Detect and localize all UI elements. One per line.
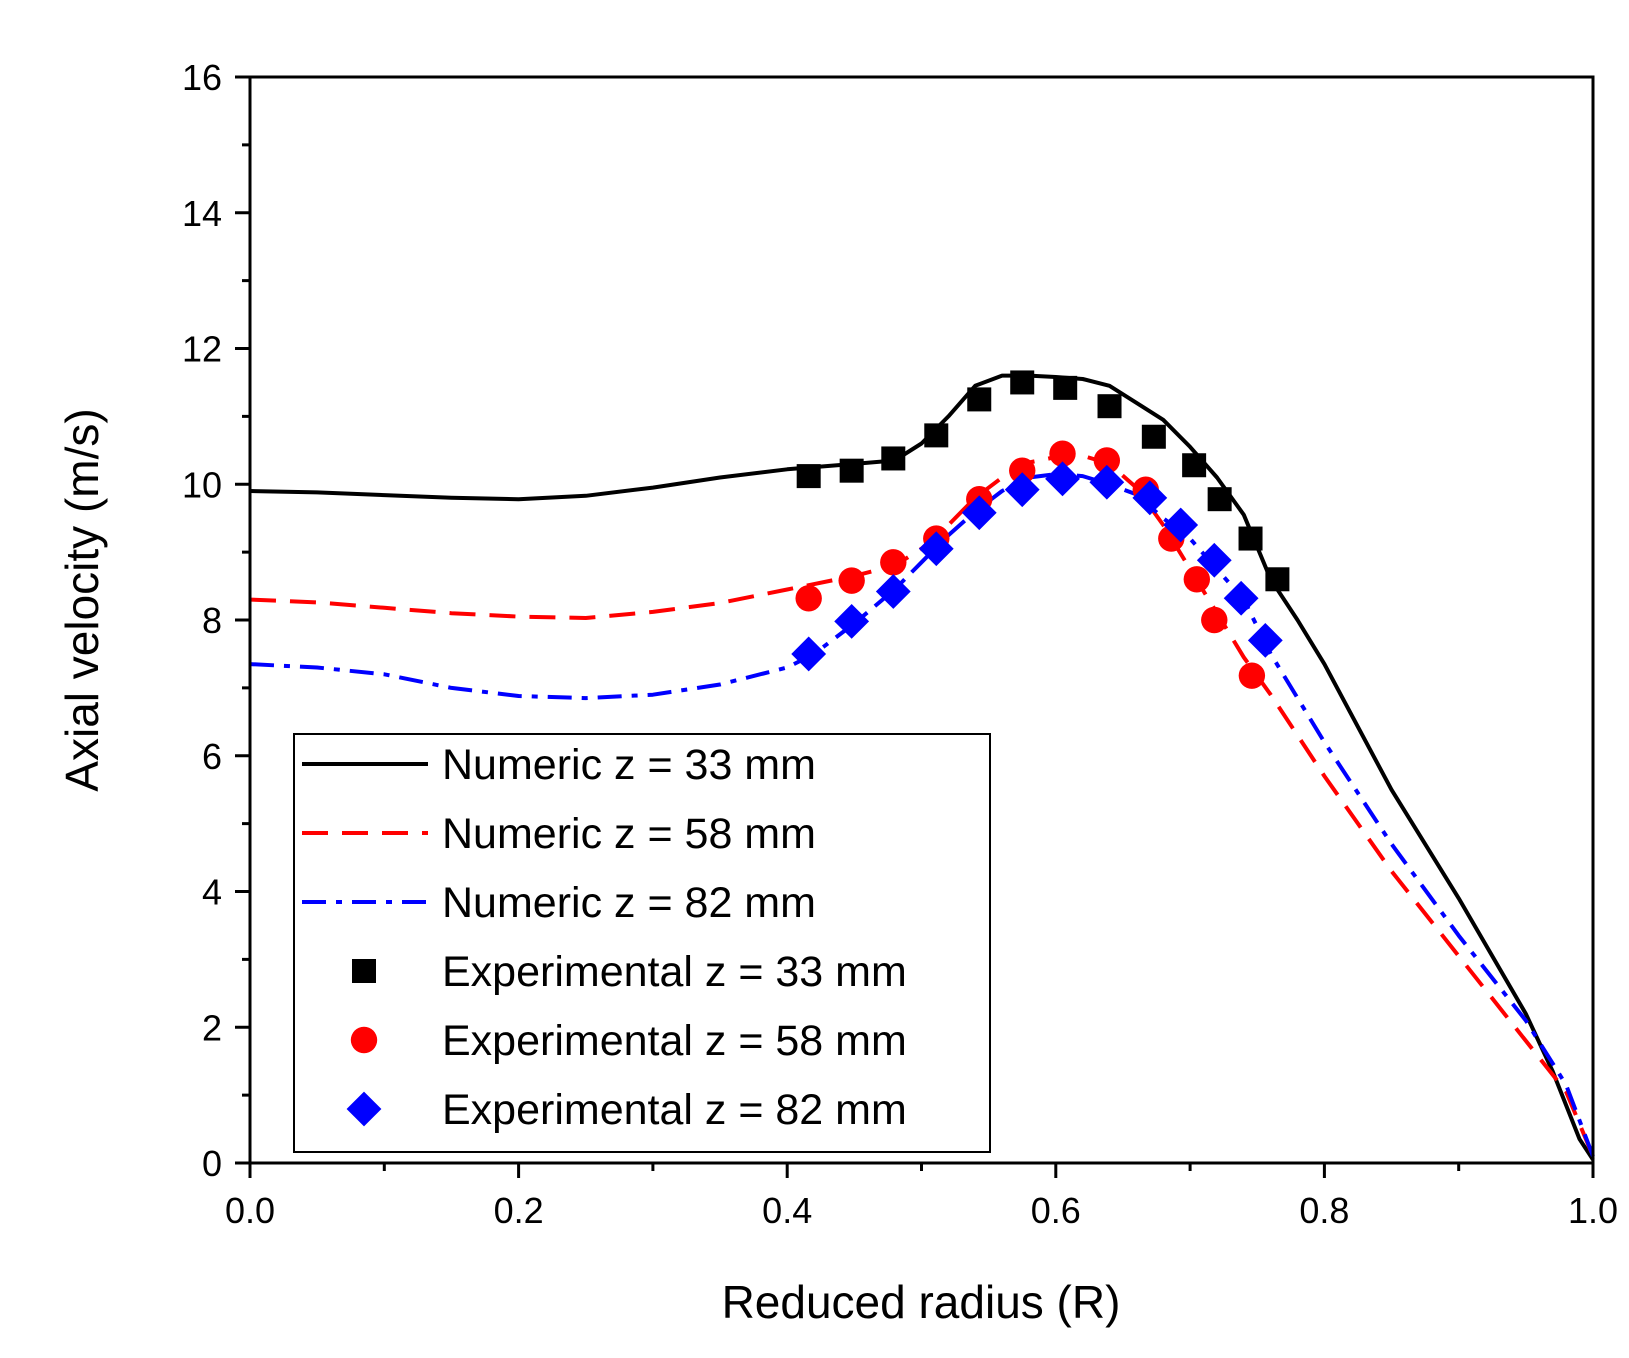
data-point-square	[881, 446, 906, 471]
x-tick-label: 0.8	[1299, 1190, 1349, 1231]
data-point-diamond	[791, 636, 827, 672]
data-point-diamond	[1132, 480, 1168, 516]
y-tick-label: 14	[182, 193, 222, 234]
data-point-diamond	[1247, 622, 1283, 658]
data-point-diamond	[1045, 461, 1080, 497]
data-point-diamond	[961, 495, 997, 531]
x-tick-label: 0.6	[1031, 1190, 1081, 1231]
legend-marker-swatch	[352, 959, 376, 983]
data-point-square	[1265, 567, 1290, 592]
y-tick-label: 4	[202, 872, 222, 913]
y-tick-label: 8	[202, 600, 222, 641]
data-point-diamond	[875, 574, 911, 609]
data-point-circle	[880, 549, 907, 576]
legend-marker-swatch	[350, 1026, 378, 1054]
data-point-square	[839, 458, 864, 483]
data-point-circle	[838, 567, 865, 594]
data-point-square	[1182, 453, 1207, 478]
data-point-circle	[1049, 440, 1076, 467]
data-point-square	[967, 387, 992, 412]
data-point-circle	[1238, 662, 1266, 689]
x-tick-label: 0.4	[762, 1190, 812, 1231]
data-point-square	[1053, 375, 1078, 400]
data-point-diamond	[1163, 507, 1199, 543]
legend-label: Experimental z = 58 mm	[442, 1017, 907, 1065]
data-point-diamond	[834, 603, 870, 639]
y-tick-label: 16	[182, 57, 222, 98]
data-point-square	[924, 423, 949, 448]
legend-box	[293, 733, 991, 1153]
legend: Numeric z = 33 mm Numeric z = 58 mm Numeri…	[293, 733, 991, 1153]
y-tick-label: 12	[182, 329, 222, 370]
legend-label: Numeric z = 58 mm	[442, 810, 816, 858]
data-point-circle	[1201, 606, 1228, 634]
data-point-square	[1141, 424, 1166, 449]
y-tick-label: 0	[202, 1143, 222, 1184]
data-point-diamond	[918, 531, 954, 567]
data-point-square	[1207, 487, 1232, 512]
x-tick-label: 0.2	[494, 1190, 544, 1231]
marker-layer	[791, 370, 1290, 689]
data-point-circle	[1183, 566, 1211, 593]
data-point-diamond	[1004, 472, 1040, 508]
x-tick-label: 1.0	[1568, 1190, 1618, 1231]
data-point-diamond	[1089, 464, 1125, 500]
legend-marker-swatch	[346, 1091, 382, 1127]
data-point-square	[1097, 394, 1122, 419]
data-point-circle	[795, 585, 822, 612]
data-point-circle	[1093, 447, 1121, 474]
x-axis-title: Reduced radius (R)	[722, 1276, 1121, 1328]
ticks-layer: 0.0 0.2 0.4 0.6 0.8 1.0 0 2 4 6 8 10 12 14 16	[182, 57, 1618, 1231]
y-axis-title: Axial velocity (m/s)	[56, 408, 108, 791]
y-tick-label: 6	[202, 736, 222, 777]
data-point-square	[796, 464, 821, 489]
y-tick-label: 10	[182, 464, 222, 505]
legend-label: Experimental z = 82 mm	[442, 1086, 907, 1134]
data-point-square	[1010, 370, 1035, 395]
data-point-circle	[1009, 457, 1036, 484]
data-point-square	[1238, 526, 1263, 551]
data-point-diamond	[1196, 542, 1232, 578]
y-tick-label: 2	[202, 1007, 222, 1048]
legend-label: Experimental z = 33 mm	[442, 948, 907, 996]
legend-label: Numeric z = 82 mm	[442, 879, 816, 927]
x-tick-label: 0.0	[225, 1190, 275, 1231]
data-point-diamond	[1223, 580, 1259, 616]
legend-label: Numeric z = 33 mm	[442, 741, 816, 789]
